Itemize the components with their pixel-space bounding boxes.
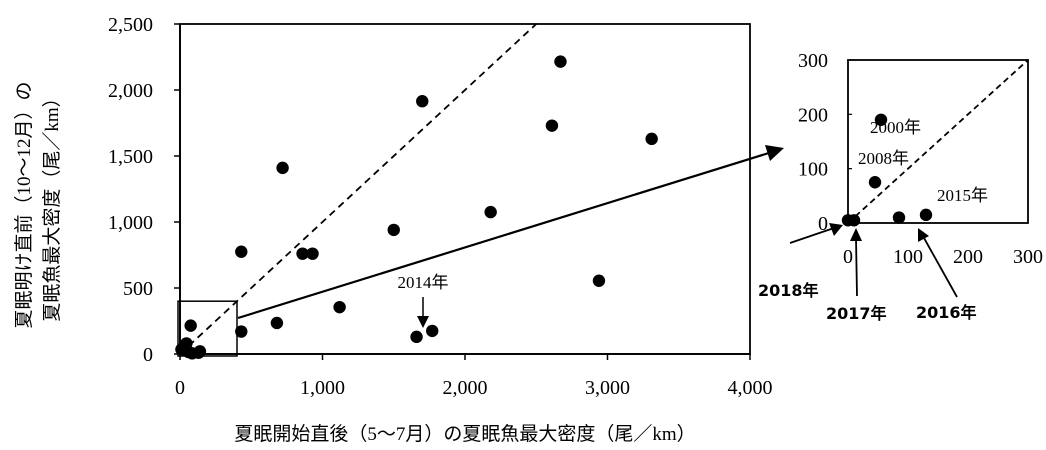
- inset-data-point: [868, 176, 882, 189]
- main-y-tick-label: 1,500: [108, 146, 153, 168]
- data-point: [296, 247, 309, 260]
- main-x-tick-label: 0: [175, 377, 185, 399]
- inset-label-2017: 2017年: [826, 304, 887, 323]
- data-point: [416, 95, 429, 108]
- zoom-connector: [237, 145, 784, 320]
- inset-data-point: [847, 214, 861, 227]
- data-point: [545, 119, 559, 132]
- inset-plot-frame: [847, 59, 1029, 224]
- inset-label-2015: 2015年: [937, 186, 988, 205]
- data-point: [306, 247, 319, 260]
- data-point: [270, 316, 284, 330]
- arrow-2016: [923, 237, 958, 298]
- main-data-points: [175, 55, 658, 360]
- main-x-tick-label: 2,000: [443, 377, 488, 399]
- data-point: [484, 205, 497, 219]
- main-x-tick-label: 3,000: [585, 377, 630, 399]
- inset-reference-line-y-equals-x: [847, 59, 1029, 224]
- data-point: [645, 132, 658, 146]
- arrow-2017-head: [850, 228, 862, 241]
- main-y-tick-label: 2,000: [108, 80, 153, 102]
- main-tick-marks: [174, 23, 751, 360]
- inset-x-tick-labels: 0 100 200 300: [843, 246, 1043, 268]
- data-point: [235, 245, 248, 258]
- data-point: [235, 325, 248, 338]
- main-x-tick-label: 1,000: [300, 377, 345, 399]
- inset-x-tick-label: 300: [1013, 246, 1043, 268]
- data-point: [410, 330, 423, 344]
- arrow-2017: [855, 237, 858, 297]
- main-y-tick-label: 1,000: [108, 212, 153, 234]
- inset-data-point: [874, 113, 888, 126]
- main-y-tick-labels: 0 500 1,000 1,500 2,000 2,500: [108, 14, 153, 366]
- main-x-tick-label: 4,000: [728, 377, 773, 399]
- inset-y-tick-labels: 0 100 200 300: [798, 50, 828, 235]
- main-chart: 0 500 1,000 1,500 2,000 2,500 0 1,000 2,000 3,00…: [13, 14, 773, 445]
- annotation-2014-arrowhead: [417, 316, 429, 328]
- y-axis-title-line1: 夏眠明け直前（10〜12月）の: [13, 81, 35, 328]
- annotation-2014: 2014年: [398, 273, 449, 292]
- zoom-connector-line: [237, 150, 773, 320]
- main-reference-line-y-equals-x: [179, 23, 537, 355]
- data-point: [387, 223, 400, 237]
- inset-y-tick-label: 0: [818, 213, 828, 235]
- inset-x-tick-label: 0: [843, 246, 853, 268]
- inset-x-tick-label: 200: [953, 246, 983, 268]
- arrow-2018-head: [829, 223, 843, 236]
- zoom-connector-arrowhead: [765, 145, 784, 161]
- inset-x-tick-label: 100: [893, 246, 923, 268]
- data-point: [276, 161, 289, 175]
- inset-y-tick-label: 200: [798, 104, 828, 126]
- main-plot-frame: [179, 23, 751, 355]
- data-point: [193, 345, 207, 358]
- inset-label-2000: 2000年: [870, 118, 921, 137]
- inset-y-tick-label: 100: [798, 159, 828, 181]
- main-x-tick-labels: 0 1,000 2,000 3,000 4,000: [175, 377, 773, 399]
- inset-label-2016: 2016年: [916, 303, 977, 322]
- data-point: [333, 300, 346, 314]
- inset-label-2018: 2018年: [758, 281, 819, 300]
- main-y-tick-label: 2,500: [108, 14, 153, 36]
- inset-label-2008: 2008年: [858, 149, 909, 168]
- arrow-2016-head: [918, 228, 929, 242]
- inset-data-point: [919, 208, 933, 222]
- data-point: [184, 319, 197, 332]
- y-axis-title-line2: 夏眠魚最大密度（尾／km）: [41, 88, 63, 321]
- arrow-2018: [789, 227, 835, 244]
- data-point: [426, 324, 439, 338]
- x-axis-title: 夏眠開始直後（5〜7月）の夏眠魚最大密度（尾／km）: [234, 423, 695, 445]
- inset-y-tick-label: 300: [798, 50, 828, 72]
- data-point: [592, 274, 606, 287]
- main-y-tick-label: 0: [143, 344, 153, 366]
- data-point: [554, 55, 567, 68]
- main-y-tick-label: 500: [123, 278, 153, 300]
- inset-data-points: [841, 113, 933, 227]
- inset-data-point: [892, 211, 906, 224]
